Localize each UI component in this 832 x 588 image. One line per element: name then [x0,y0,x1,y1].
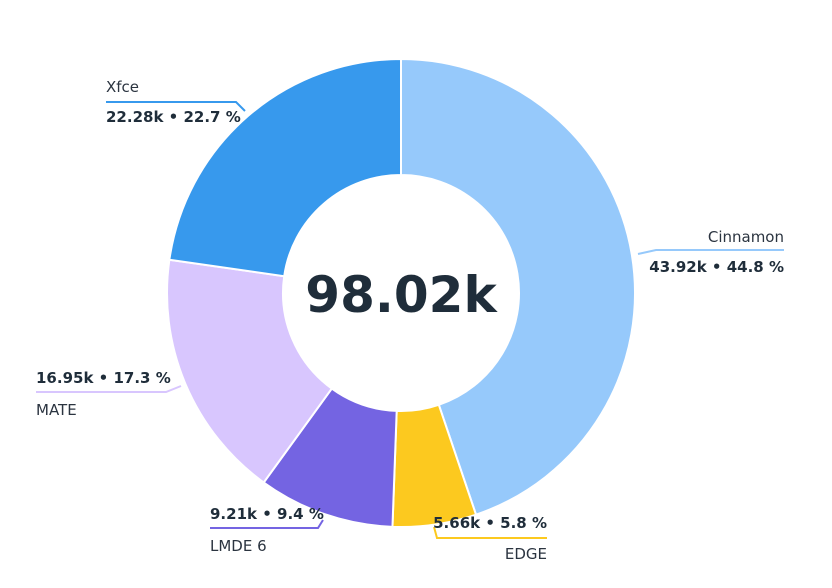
label-value-xfce: 22.28k • 22.7 % [106,108,241,126]
center-total-label: 98.02k [305,266,498,324]
leader-line-mate [36,385,182,393]
slice-xfce[interactable] [168,57,402,278]
label-name-lmde: LMDE 6 [210,537,267,555]
label-value-cinnamon: 43.92k • 44.8 % [649,258,784,276]
label-group-xfce: Xfce 22.28k • 22.7 % [106,78,246,126]
label-group-cinnamon: Cinnamon 43.92k • 44.8 % [637,228,784,276]
label-name-xfce: Xfce [106,78,139,96]
label-name-edge: EDGE [505,545,547,563]
label-group-edge: 5.66k • 5.8 % EDGE [433,514,547,563]
label-value-edge: 5.66k • 5.8 % [433,514,547,532]
label-value-mate: 16.95k • 17.3 % [36,369,171,387]
leader-line-lmde [210,519,324,529]
label-name-mate: MATE [36,401,77,419]
leader-line-edge [433,526,547,539]
label-value-lmde: 9.21k • 9.4 % [210,505,324,523]
leader-line-cinnamon [637,249,784,255]
leader-line-xfce [106,101,246,112]
label-group-lmde: 9.21k • 9.4 % LMDE 6 [210,505,324,555]
label-name-cinnamon: Cinnamon [708,228,784,246]
label-group-mate: 16.95k • 17.3 % MATE [36,369,182,419]
slice-mate[interactable] [166,258,334,484]
donut-slices [166,57,637,528]
slice-cinnamon[interactable] [400,57,637,516]
